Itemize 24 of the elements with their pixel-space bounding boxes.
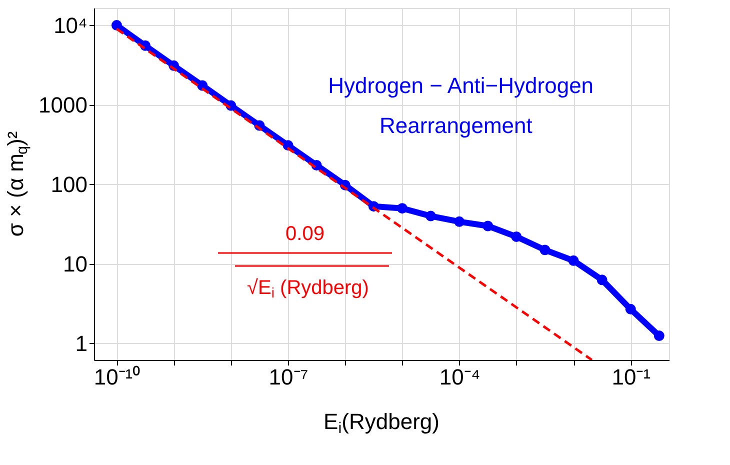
annotation: Hydrogen − Anti−Hydrogen xyxy=(328,73,594,98)
point xyxy=(596,274,608,286)
point xyxy=(511,231,522,242)
point xyxy=(396,203,408,214)
point xyxy=(426,210,436,222)
point xyxy=(540,244,550,256)
x-tick-label: 10⁻⁷ xyxy=(268,364,308,390)
y-tick-label: 1000 xyxy=(38,92,88,118)
y-tick-label: 100 xyxy=(50,172,88,197)
x-tick-label: 10⁻¹ xyxy=(612,364,651,390)
y-axis-title: σ × (α mq)² xyxy=(3,131,32,237)
point xyxy=(454,216,465,227)
x-tick-label: 10⁻⁴ xyxy=(439,364,480,390)
annotation: Rearrangement xyxy=(380,113,532,138)
point xyxy=(654,330,664,342)
y-tick-label: 1 xyxy=(75,330,88,356)
point xyxy=(482,220,494,232)
y-tick-label: 10 xyxy=(63,251,88,276)
point xyxy=(111,20,122,31)
y-tick-label: 10⁴ xyxy=(54,12,88,38)
annotation: 0.09 xyxy=(286,223,324,245)
point xyxy=(568,255,579,266)
point xyxy=(625,304,636,314)
x-tick-label: 10⁻¹⁰ xyxy=(94,364,141,390)
